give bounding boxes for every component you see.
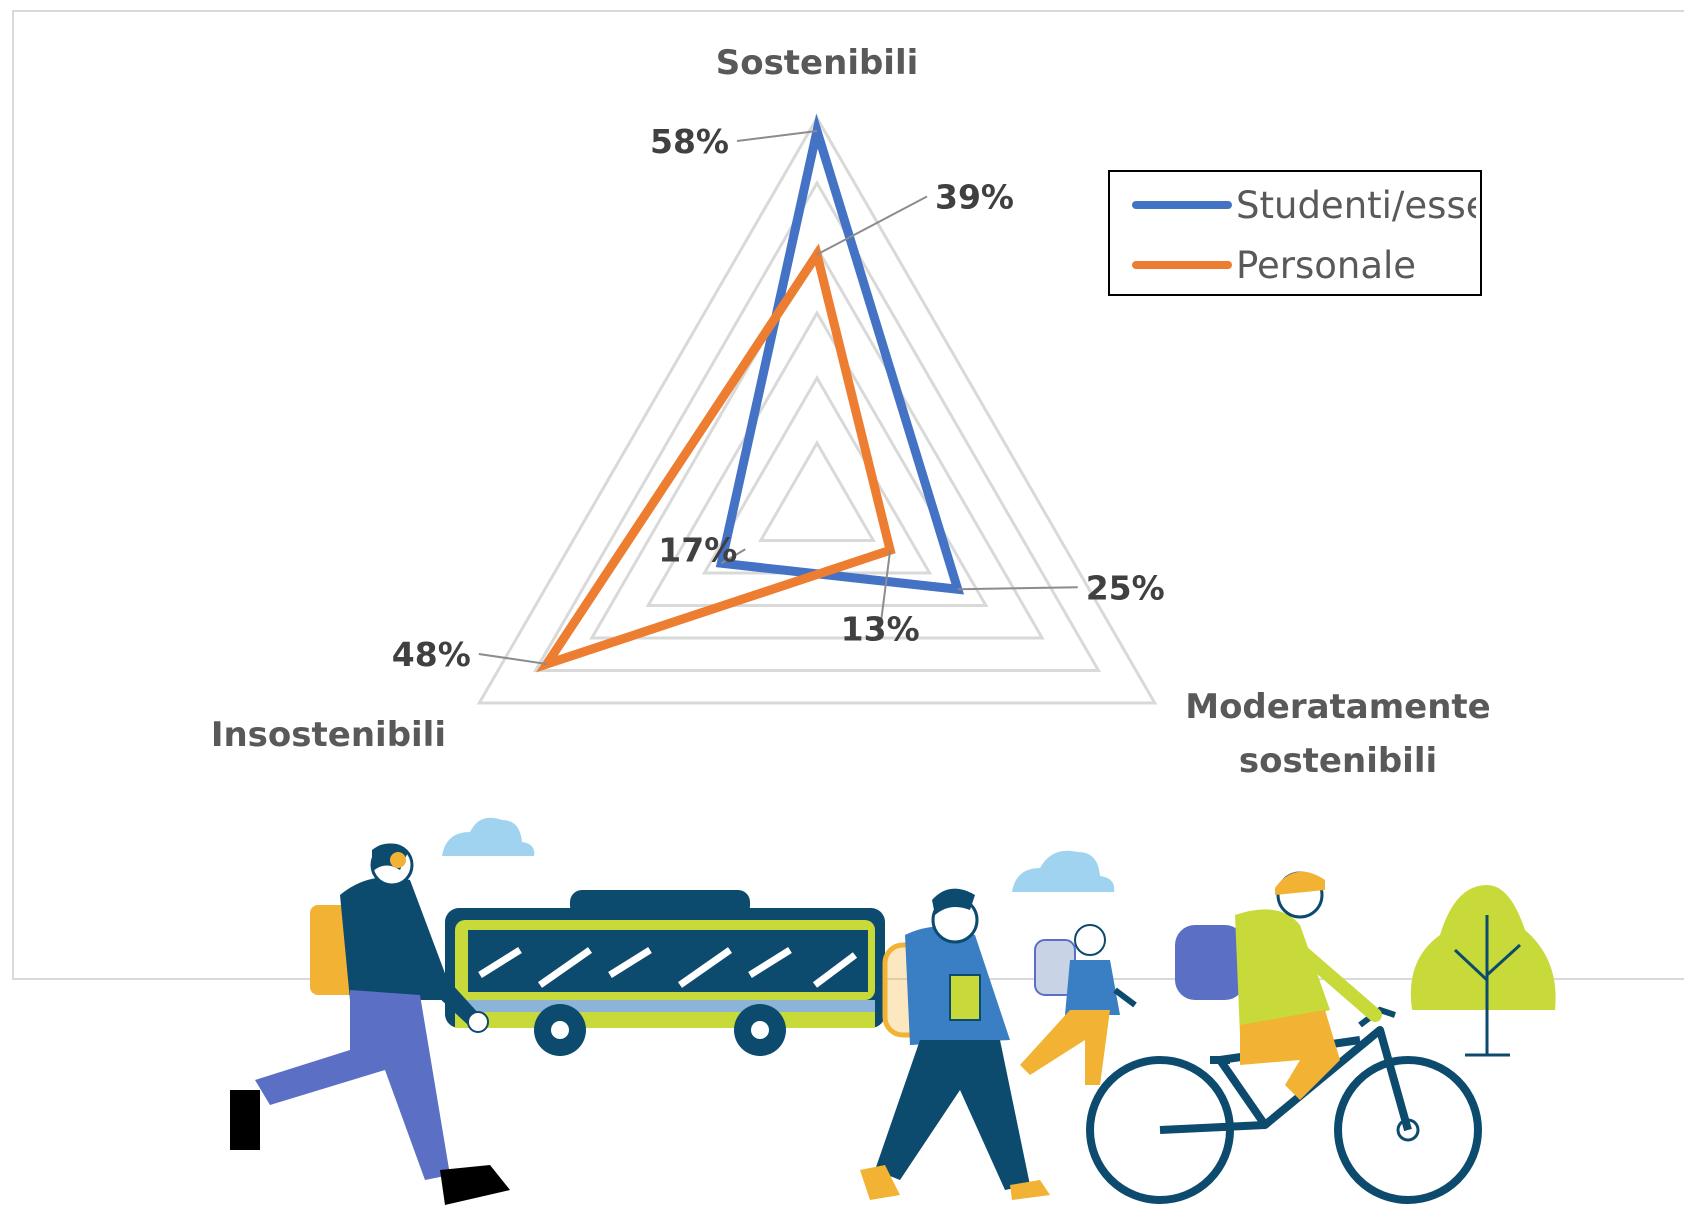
radar-series: [535, 113, 965, 673]
leader-line: [478, 653, 547, 665]
axis-label-line: Insostenibili: [211, 715, 446, 755]
data-label: 25%: [1086, 568, 1165, 607]
axis-label-line: sostenibili: [1239, 741, 1437, 781]
chart-legend: Studenti/esse Personale: [1108, 170, 1482, 296]
axis-label: Insostenibili: [211, 715, 446, 755]
legend-label-personale: Personale: [1236, 243, 1417, 287]
leader-line: [720, 548, 746, 565]
legend-swatch-personale: [1132, 261, 1232, 269]
leader-lines: [478, 130, 1078, 665]
cloud-icon: [442, 817, 535, 856]
leader-line: [736, 130, 818, 142]
series-line-studenti: [715, 113, 965, 595]
walking-student-icon: [860, 888, 1050, 1200]
axis-label-line: Moderatamente: [1185, 687, 1491, 727]
tree-icon: [1410, 885, 1556, 1057]
child-runner-icon: [1020, 924, 1137, 1085]
grid-ring: [476, 114, 1158, 705]
data-labels: 58% 25% 17% 39% 13% 48%: [392, 122, 1165, 674]
cloud-icon: [1012, 850, 1115, 892]
running-woman-icon: [230, 843, 510, 1205]
cyclist-icon: [1086, 871, 1482, 1204]
legend-label-studenti: Studenti/esse: [1236, 183, 1476, 227]
bus-icon: [445, 890, 885, 1056]
legend-item-personale: Personale: [1110, 240, 1480, 290]
data-label: 17%: [658, 530, 737, 569]
mobility-illustration: [230, 817, 1556, 1205]
axis-labels: Sostenibili Moderatamente sostenibili Insos…: [211, 43, 1491, 781]
series-line-personale: [535, 243, 896, 673]
axis-label-line: Sostenibili: [716, 43, 919, 83]
legend-swatch-studenti: [1132, 201, 1232, 209]
grid-ring: [532, 179, 1102, 672]
grid-ring: [758, 439, 876, 542]
leader-line: [957, 586, 1078, 591]
data-label: 39%: [935, 178, 1014, 217]
grid-ring: [589, 245, 1045, 640]
axis-label: Moderatamente sostenibili: [1185, 687, 1491, 781]
axis-label: Sostenibili: [716, 43, 919, 83]
legend-item-studenti: Studenti/esse: [1110, 180, 1480, 230]
leader-line: [879, 550, 892, 629]
data-label: 13%: [841, 609, 920, 648]
grid-ring: [645, 309, 989, 607]
data-label: 48%: [392, 635, 471, 674]
leader-line: [816, 195, 928, 256]
data-label: 58%: [650, 122, 729, 161]
